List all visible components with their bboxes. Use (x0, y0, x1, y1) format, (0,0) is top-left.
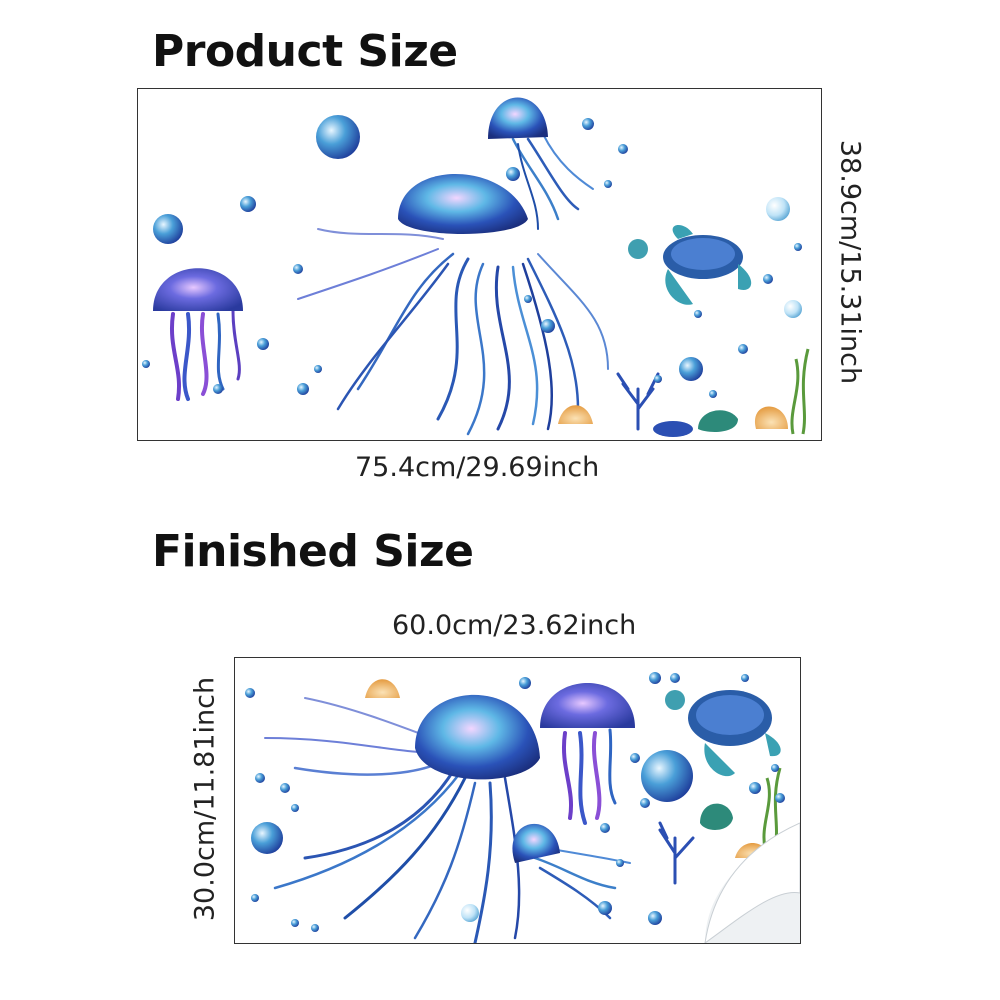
product-height-label: 38.9cm/15.31inch (834, 139, 866, 385)
product-size-title: Product Size (152, 26, 458, 77)
finished-width-label: 60.0cm/23.62inch (392, 610, 637, 641)
product-width-label: 75.4cm/29.69inch (355, 452, 600, 483)
sea-turtle (628, 224, 752, 305)
finished-size-decal-image (234, 657, 801, 944)
finished-size-title: Finished Size (152, 526, 474, 577)
jellyfish-decal-illustration (142, 97, 810, 437)
finished-height-label: 30.0cm/11.81inch (189, 676, 221, 922)
jellyfish-decal-illustration-applied (245, 672, 800, 943)
product-size-decal-image (137, 88, 822, 441)
